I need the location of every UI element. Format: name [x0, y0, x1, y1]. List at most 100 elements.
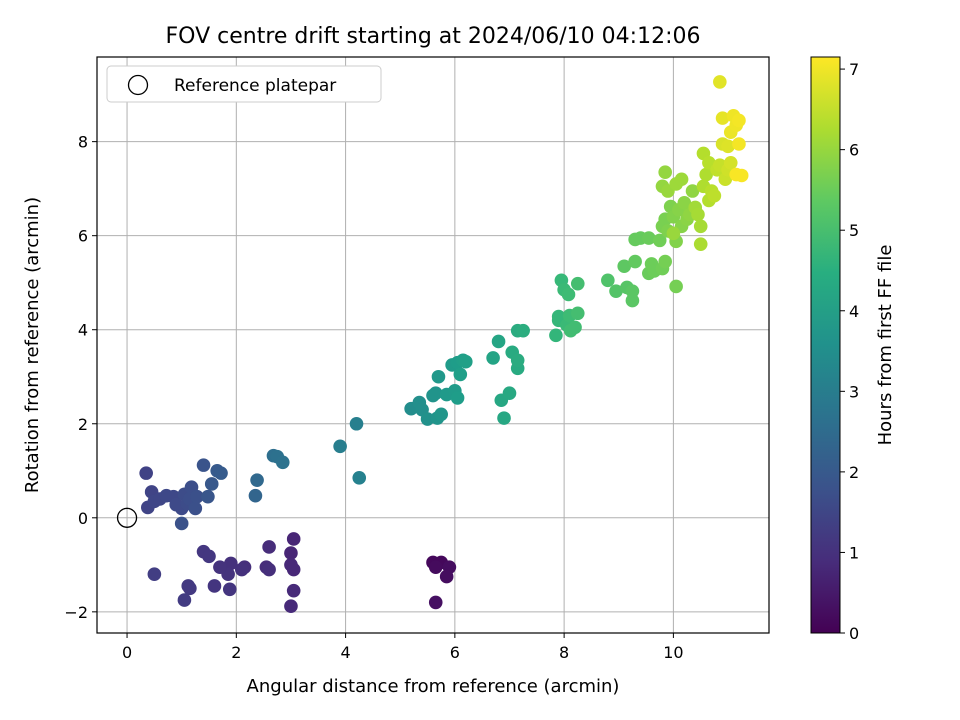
colorbar-tick-label: 5	[849, 221, 859, 240]
y-tick-label: 0	[78, 509, 88, 528]
data-point	[177, 593, 192, 607]
data-point	[222, 582, 237, 597]
legend-box	[106, 65, 382, 103]
data-point	[453, 367, 468, 382]
y-tick-label: 4	[78, 321, 88, 340]
data-point	[721, 139, 735, 154]
data-point	[188, 501, 203, 516]
data-point	[658, 165, 672, 179]
colorbar-tick-label: 0	[849, 624, 859, 643]
data-point	[516, 323, 530, 338]
data-point	[207, 579, 222, 593]
data-point	[428, 560, 443, 574]
data-point	[286, 532, 301, 546]
data-point	[510, 353, 525, 368]
colorbar-tick-label: 4	[849, 302, 859, 321]
data-point	[213, 560, 227, 574]
data-point	[691, 207, 705, 222]
colorbar-tick-label: 1	[849, 543, 859, 562]
data-point	[450, 391, 465, 405]
data-point	[652, 233, 667, 248]
data-point	[139, 466, 153, 480]
data-point	[674, 172, 689, 187]
data-point	[434, 407, 448, 422]
colorbar-tick-label: 3	[849, 382, 859, 401]
colorbar	[810, 56, 841, 634]
data-point	[204, 477, 219, 491]
data-point	[248, 488, 263, 503]
y-axis-ticks: −2 0 2 4 6 8	[64, 133, 97, 622]
data-point	[174, 516, 189, 531]
data-point	[428, 595, 443, 610]
y-tick-label: −2	[64, 603, 88, 622]
data-point	[284, 546, 298, 560]
data-point	[190, 489, 204, 504]
data-point	[570, 276, 585, 291]
data-point	[568, 320, 582, 335]
x-tick-label: 4	[340, 643, 350, 662]
grid	[97, 57, 769, 633]
legend-entry-reference: Reference platepar	[174, 76, 336, 96]
data-point	[491, 334, 506, 349]
x-tick-label: 10	[663, 643, 683, 662]
data-point	[699, 167, 713, 182]
x-tick-label: 0	[122, 643, 132, 662]
data-point	[286, 583, 301, 598]
data-point	[349, 416, 364, 431]
data-point	[275, 455, 290, 470]
colorbar-ticks: 0 1 2 3 4 5 6 7	[840, 60, 859, 643]
x-tick-label: 2	[231, 643, 241, 662]
x-axis-label: Angular distance from reference (arcmin)	[247, 676, 620, 697]
legend: Reference platepar	[106, 65, 382, 103]
data-point	[693, 219, 708, 234]
colorbar-tick-label: 6	[849, 141, 859, 160]
data-point	[732, 113, 746, 128]
data-point	[502, 386, 517, 400]
data-point	[420, 412, 435, 426]
data-point	[147, 567, 162, 582]
data-point	[625, 293, 640, 308]
data-point	[617, 259, 632, 274]
data-point	[549, 328, 563, 343]
colorbar-tick-label: 2	[849, 463, 859, 482]
reference-platepar-marker	[116, 507, 138, 528]
data-point	[183, 581, 197, 596]
data-point	[224, 556, 238, 571]
colorbar-tick-label: 7	[849, 60, 859, 79]
data-point	[284, 599, 298, 613]
data-point	[250, 473, 264, 487]
data-point	[732, 137, 746, 151]
data-point	[642, 231, 656, 245]
data-point	[601, 273, 615, 288]
y-tick-label: 6	[78, 227, 88, 246]
data-point	[658, 254, 672, 269]
data-point	[262, 562, 276, 577]
data-point	[628, 254, 642, 269]
data-point	[551, 309, 566, 324]
legend-reference-marker	[127, 74, 149, 96]
data-point	[428, 386, 443, 400]
y-tick-label: 8	[78, 133, 88, 152]
reference-marker-group	[116, 507, 138, 528]
data-point	[570, 306, 585, 321]
data-point	[734, 168, 749, 183]
x-tick-label: 6	[450, 643, 460, 662]
data-point	[677, 195, 692, 210]
data-point	[715, 111, 730, 125]
data-point	[669, 279, 683, 294]
data-point	[201, 489, 215, 504]
data-point	[286, 562, 301, 577]
data-point	[458, 354, 473, 369]
data-point	[609, 284, 623, 298]
data-point	[693, 237, 708, 251]
data-point	[685, 184, 700, 198]
data-point	[214, 466, 228, 480]
data-point	[666, 226, 681, 241]
plot-frame	[96, 56, 770, 634]
data-point	[431, 369, 446, 384]
data-point	[262, 540, 276, 554]
data-point	[497, 411, 511, 425]
data-point	[352, 471, 367, 485]
data-point	[333, 439, 347, 454]
